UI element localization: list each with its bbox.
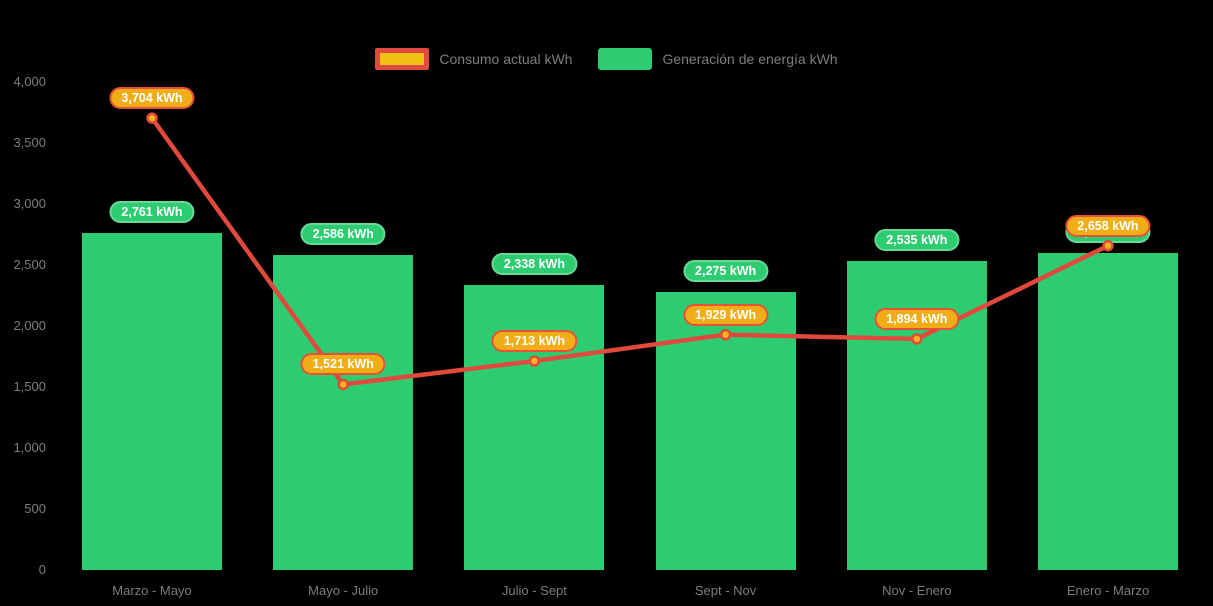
line-point-marker[interactable] (911, 333, 923, 345)
y-axis-tick-label: 500 (24, 501, 46, 516)
x-axis-label: Julio - Sept (501, 583, 567, 598)
x-axis-label: Enero - Marzo (1066, 583, 1150, 598)
y-axis-tick-label: 1,000 (13, 440, 46, 455)
x-axis-label: Marzo - Mayo (112, 583, 192, 598)
y-axis-tick-label: 3,500 (13, 135, 46, 150)
line-series-swatch-icon (375, 48, 430, 70)
y-axis-tick-label: 2,000 (13, 318, 46, 333)
bar[interactable] (464, 284, 605, 570)
legend: Consumo actual kWh Generación de energía… (0, 48, 1213, 70)
x-axis-label: Nov - Enero (882, 583, 952, 598)
bar-value-label: 2,535 kWh (874, 228, 960, 251)
y-axis-tick-label: 1,500 (13, 379, 46, 394)
point-value-label: 1,521 kWh (300, 353, 386, 376)
point-value-label: 3,704 kWh (109, 87, 195, 110)
bar[interactable] (82, 233, 222, 570)
line-point-marker[interactable] (146, 112, 158, 124)
point-value-label: 1,894 kWh (874, 307, 960, 330)
line-point-marker[interactable] (1102, 239, 1114, 252)
bar-value-label: 2,275 kWh (683, 260, 769, 283)
legend-label-generacion: Generación de energía kWh (662, 51, 838, 67)
point-value-label: 1,929 kWh (683, 303, 769, 326)
legend-item-consumo[interactable]: Consumo actual kWh (375, 48, 572, 70)
x-axis-label: Mayo - Julio (308, 583, 379, 598)
y-axis-tick-label: 4,000 (13, 74, 46, 89)
line-point-marker[interactable] (528, 355, 541, 367)
bar[interactable] (1038, 252, 1178, 570)
point-value-label: 1,713 kWh (491, 330, 577, 352)
legend-item-generacion[interactable]: Generación de energía kWh (598, 48, 838, 70)
bar[interactable] (273, 254, 414, 570)
line-point-marker[interactable] (337, 378, 349, 391)
y-axis-tick-label: 3,000 (13, 196, 46, 211)
legend-label-consumo: Consumo actual kWh (439, 51, 573, 67)
y-axis-tick-label: 2,500 (13, 257, 46, 272)
y-axis-tick-label: 0 (38, 562, 46, 577)
x-axis-label: Sept - Nov (694, 583, 757, 598)
point-value-label: 2,658 kWh (1065, 214, 1151, 237)
bar-value-label: 2,338 kWh (491, 252, 577, 275)
bar-series-swatch-icon (598, 48, 653, 70)
line-point-marker[interactable] (719, 328, 732, 341)
bar-value-label: 2,586 kWh (300, 222, 386, 245)
bar-value-label: 2,761 kWh (109, 201, 195, 224)
